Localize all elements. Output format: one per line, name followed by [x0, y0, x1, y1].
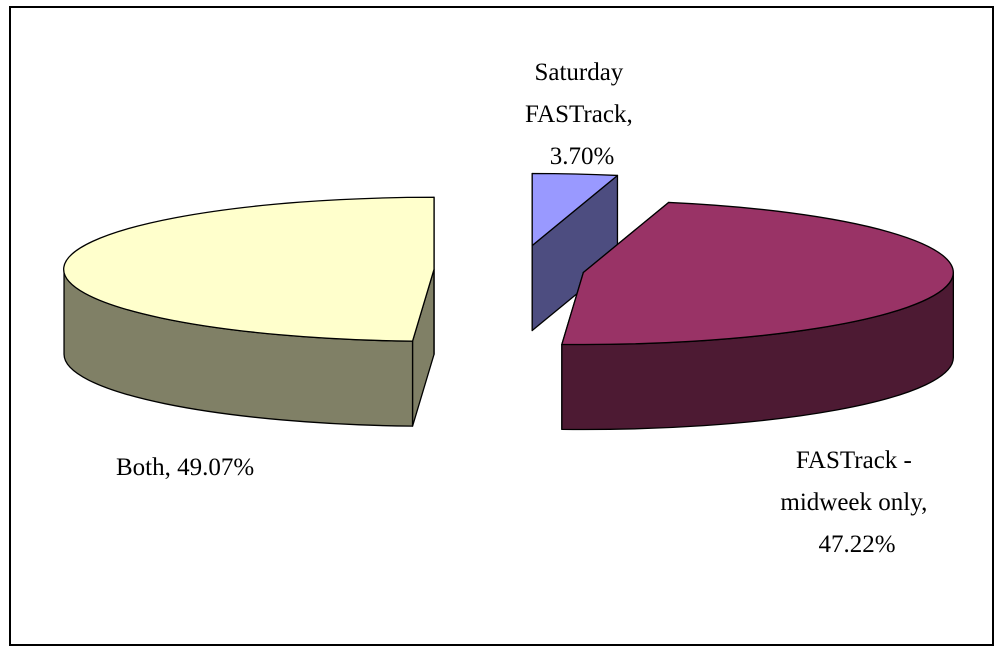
data-label-saturday-fastrack: Saturday FASTrack, 3.70% [525, 59, 639, 170]
slices-layer [63, 172, 954, 431]
data-label-both: Both, 49.07% [116, 454, 254, 481]
pie-slice-top-saturday-fastrack [531, 172, 619, 247]
pie-slice-fastrack-midweek-only [561, 201, 954, 431]
pie-slice-saturday-fastrack [531, 172, 619, 332]
pie-slice-top-both [63, 196, 435, 342]
pie-slice-top-fastrack-midweek-only [561, 201, 954, 346]
data-label-fastrack-midweek-only: FASTrack - midweek only, 47.22% [780, 447, 933, 558]
pie-slice-both [63, 196, 435, 427]
